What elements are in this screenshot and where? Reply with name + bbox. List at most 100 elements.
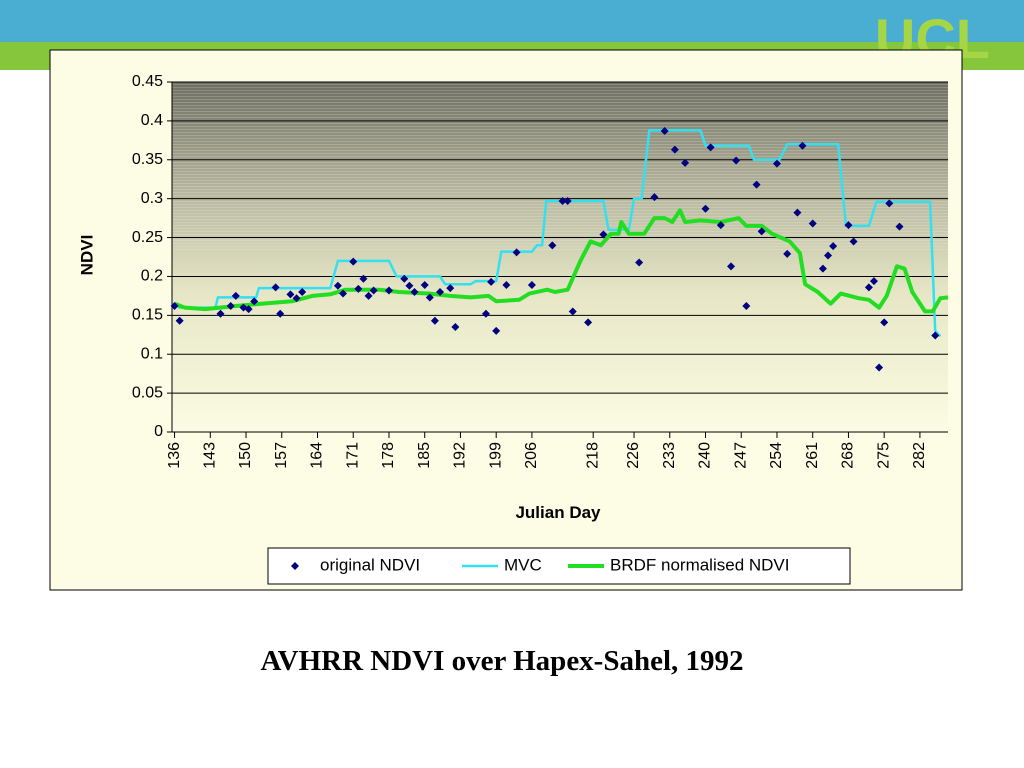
- x-tick-label: 218: [584, 442, 601, 469]
- data-point: [599, 230, 608, 239]
- data-point: [349, 257, 358, 266]
- data-point: [844, 221, 853, 230]
- data-point: [487, 277, 496, 286]
- data-point: [436, 288, 445, 296]
- x-tick-label: 247: [732, 442, 749, 469]
- data-point: [244, 305, 253, 314]
- data-point: [216, 309, 225, 318]
- x-tick-label: 199: [487, 442, 504, 469]
- data-point: [354, 284, 363, 293]
- legend-label: BRDF normalised NDVI: [610, 555, 790, 574]
- data-point: [772, 159, 781, 168]
- data-point: [446, 284, 455, 293]
- x-tick-label: 157: [273, 442, 290, 469]
- data-point: [808, 219, 817, 228]
- x-tick-label: 240: [697, 442, 714, 469]
- data-point: [425, 293, 434, 302]
- data-point: [869, 277, 878, 286]
- x-tick-label: 143: [202, 442, 219, 469]
- data-point: [527, 281, 536, 289]
- data-point: [885, 199, 894, 208]
- x-tick-label: 185: [416, 442, 433, 469]
- data-point: [226, 302, 235, 310]
- data-point: [430, 316, 439, 325]
- data-point: [798, 141, 807, 150]
- legend-label: original NDVI: [320, 555, 420, 574]
- legend-swatch: [291, 562, 299, 570]
- data-point: [931, 331, 940, 340]
- data-point: [481, 309, 490, 318]
- data-point: [405, 281, 414, 290]
- x-tick-label: 164: [309, 442, 326, 469]
- y-tick-label: 0.4: [141, 112, 163, 129]
- header-bar: [0, 0, 1024, 42]
- y-tick-label: 0.25: [132, 229, 163, 246]
- data-point: [568, 307, 577, 316]
- data-point: [563, 197, 572, 205]
- data-point: [298, 288, 307, 296]
- data-point: [359, 274, 368, 283]
- data-point: [727, 262, 736, 271]
- data-point: [849, 237, 858, 246]
- y-tick-label: 0.1: [141, 345, 163, 362]
- data-point: [706, 143, 715, 152]
- data-point: [660, 127, 669, 135]
- y-tick-label: 0.45: [132, 73, 163, 90]
- data-point: [670, 145, 679, 154]
- x-tick-label: 226: [625, 442, 642, 469]
- data-point: [650, 193, 659, 202]
- data-point: [286, 290, 295, 299]
- x-tick-label: 261: [804, 442, 821, 469]
- y-tick-label: 0.2: [141, 268, 163, 285]
- data-point: [231, 291, 240, 300]
- x-tick-label: 282: [911, 442, 928, 469]
- data-point: [818, 264, 827, 273]
- x-tick-label: 192: [452, 442, 469, 469]
- data-point: [635, 258, 644, 267]
- data-point: [864, 283, 873, 292]
- data-point: [369, 286, 378, 295]
- data-point: [829, 242, 838, 251]
- data-point: [732, 156, 741, 165]
- data-point: [824, 251, 833, 260]
- x-tick-label: 150: [237, 442, 254, 469]
- y-tick-label: 0.35: [132, 151, 163, 168]
- x-tick-label: 171: [344, 442, 361, 469]
- legend: [267, 547, 851, 585]
- legend-label: MVC: [504, 555, 542, 574]
- data-point: [793, 208, 802, 217]
- data-point: [752, 180, 761, 189]
- series-line: [173, 128, 942, 338]
- y-tick-label: 0.15: [132, 307, 163, 324]
- data-point: [276, 309, 285, 318]
- x-tick-label: 268: [840, 442, 857, 469]
- data-point: [451, 323, 460, 331]
- data-point: [558, 197, 567, 205]
- data-point: [492, 326, 501, 335]
- y-tick-label: 0: [154, 423, 163, 440]
- caption: AVHRR NDVI over Hapex-Sahel, 1992: [260, 645, 743, 677]
- x-tick-label: 254: [768, 442, 785, 469]
- x-tick-label: 233: [661, 442, 678, 469]
- data-point: [895, 222, 904, 231]
- data-point: [742, 302, 751, 310]
- data-point: [681, 158, 690, 167]
- x-tick-label: 136: [166, 442, 183, 469]
- data-point: [716, 221, 725, 230]
- data-point: [783, 249, 792, 258]
- data-point: [410, 288, 419, 296]
- data-point: [175, 316, 184, 325]
- data-point: [512, 248, 521, 257]
- data-point: [292, 294, 301, 303]
- data-point: [339, 289, 348, 298]
- data-point: [400, 274, 409, 283]
- data-point: [170, 302, 179, 310]
- data-point: [420, 281, 429, 289]
- data-point: [875, 363, 884, 372]
- data-point: [757, 227, 766, 236]
- y-axis-title: NDVI: [77, 235, 96, 276]
- data-point: [364, 291, 373, 300]
- x-axis-title: Julian Day: [515, 503, 601, 522]
- data-point: [333, 281, 342, 290]
